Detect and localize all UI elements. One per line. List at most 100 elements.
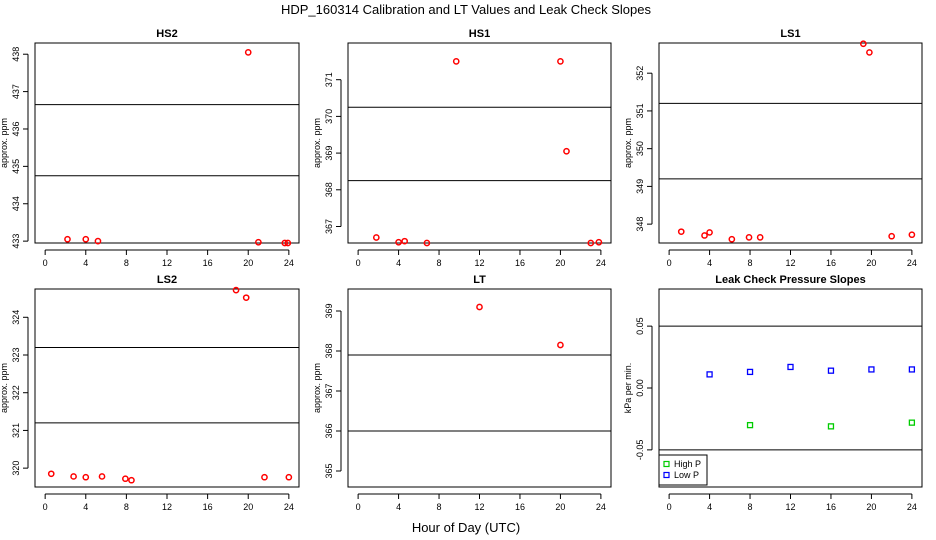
- x-tick-label: 20: [555, 502, 565, 512]
- data-point: [787, 363, 794, 371]
- data-point: [827, 423, 835, 430]
- y-tick-label: 351: [635, 103, 645, 118]
- panel-4: LS2 0 4 8 12 16 20 24 320 321 322 323 324 approx. ppm: [0, 274, 300, 512]
- x-tick-label: 0: [356, 258, 361, 268]
- x-tick-label: 16: [203, 502, 213, 512]
- x-tick-label: 24: [284, 258, 294, 268]
- x-tick-label: 20: [555, 258, 565, 268]
- data-point: [423, 239, 431, 247]
- y-axis-label: kPa per min.: [623, 363, 633, 414]
- data-point: [706, 229, 713, 236]
- plot-frame: [347, 288, 612, 488]
- y-tick-label: 365: [324, 463, 334, 478]
- legend-label: Low P: [674, 470, 699, 480]
- panel-title: LS1: [780, 28, 800, 40]
- x-tick-label: 24: [907, 258, 917, 268]
- data-point: [827, 367, 835, 374]
- data-point: [908, 231, 916, 239]
- x-tick-label: 20: [866, 502, 876, 512]
- panel-6: Leak Check Pressure Slopes 0 4 8 12 16 20 24 -0.…: [623, 274, 923, 512]
- y-tick-label: 350: [635, 141, 645, 156]
- y-tick-label: 437: [11, 84, 21, 99]
- y-tick-label: -0.05: [635, 440, 645, 461]
- data-point: [98, 473, 106, 480]
- data-point: [706, 371, 713, 378]
- y-tick-label: 349: [635, 179, 645, 194]
- plot-frame: [658, 42, 923, 244]
- y-tick-label: 348: [635, 217, 645, 232]
- legend-marker: [663, 460, 670, 468]
- figure-title: HDP_160314 Calibration and LT Values and…: [281, 2, 652, 17]
- panel-1: HS2 0 4 8 12 16 20 24 433 434 435 436 437 438 approx. …: [0, 28, 300, 268]
- x-tick-label: 8: [124, 502, 129, 512]
- data-point: [285, 473, 293, 481]
- data-point: [728, 235, 736, 243]
- data-point: [128, 476, 135, 484]
- y-tick-label: 368: [324, 343, 334, 358]
- y-tick-label: 434: [11, 196, 21, 211]
- x-tick-label: 4: [83, 258, 88, 268]
- x-tick-label: 8: [437, 502, 442, 512]
- data-point: [563, 147, 570, 155]
- y-tick-label: 0.05: [635, 317, 645, 335]
- x-tick-label: 0: [667, 502, 672, 512]
- data-point: [746, 421, 754, 429]
- y-tick-label: 367: [324, 219, 334, 234]
- y-axis-label: approx. ppm: [312, 363, 322, 413]
- data-point: [47, 470, 55, 478]
- panel-title: HS1: [469, 28, 490, 40]
- x-tick-label: 8: [124, 258, 129, 268]
- data-point: [756, 233, 764, 241]
- y-tick-label: 369: [324, 146, 334, 161]
- legend-label: High P: [674, 459, 701, 469]
- plot-frame: [658, 288, 923, 488]
- y-tick-label: 436: [11, 121, 21, 136]
- x-tick-label: 0: [43, 502, 48, 512]
- data-point: [888, 232, 896, 240]
- panel-title: LS2: [157, 274, 177, 286]
- x-tick-label: 4: [396, 502, 401, 512]
- y-tick-label: 366: [324, 423, 334, 438]
- panel-2: HS1 0 4 8 12 16 20 24 367 368 369 370 371 approx. ppm: [312, 28, 612, 268]
- plot-frame: [347, 42, 612, 244]
- x-tick-label: 16: [515, 502, 525, 512]
- x-tick-label: 16: [515, 258, 525, 268]
- x-tick-label: 4: [83, 502, 88, 512]
- x-tick-label: 0: [356, 502, 361, 512]
- data-point: [587, 239, 595, 247]
- x-tick-label: 0: [43, 258, 48, 268]
- x-tick-label: 16: [826, 258, 836, 268]
- x-tick-label: 24: [596, 258, 606, 268]
- data-point: [908, 419, 916, 426]
- y-tick-label: 371: [324, 72, 334, 87]
- y-tick-label: 321: [11, 423, 21, 438]
- data-point: [866, 49, 873, 56]
- y-axis-label: approx. ppm: [623, 118, 633, 168]
- y-tick-label: 352: [635, 66, 645, 81]
- y-tick-label: 320: [11, 461, 21, 476]
- x-tick-label: 4: [707, 258, 712, 268]
- data-point: [859, 40, 867, 48]
- x-tick-label: 8: [437, 258, 442, 268]
- y-axis-label: approx. ppm: [0, 363, 9, 413]
- data-point: [701, 232, 708, 239]
- x-tick-label: 16: [826, 502, 836, 512]
- x-tick-label: 24: [596, 502, 606, 512]
- y-tick-label: 438: [11, 47, 21, 62]
- data-point: [745, 233, 753, 241]
- y-tick-label: 369: [324, 303, 334, 318]
- data-point: [677, 228, 685, 236]
- panel-title: HS2: [156, 28, 177, 40]
- data-point: [232, 286, 240, 294]
- x-tick-label: 4: [707, 502, 712, 512]
- panel-5: LT 0 4 8 12 16 20 24 365 366 367 368 369 approx. ppm: [312, 274, 612, 512]
- data-point: [595, 238, 603, 246]
- x-tick-label: 24: [284, 502, 294, 512]
- data-point: [82, 235, 90, 243]
- data-point: [122, 475, 129, 483]
- x-tick-label: 20: [243, 258, 253, 268]
- data-point: [94, 237, 102, 245]
- data-point: [452, 57, 460, 65]
- x-tick-label: 20: [866, 258, 876, 268]
